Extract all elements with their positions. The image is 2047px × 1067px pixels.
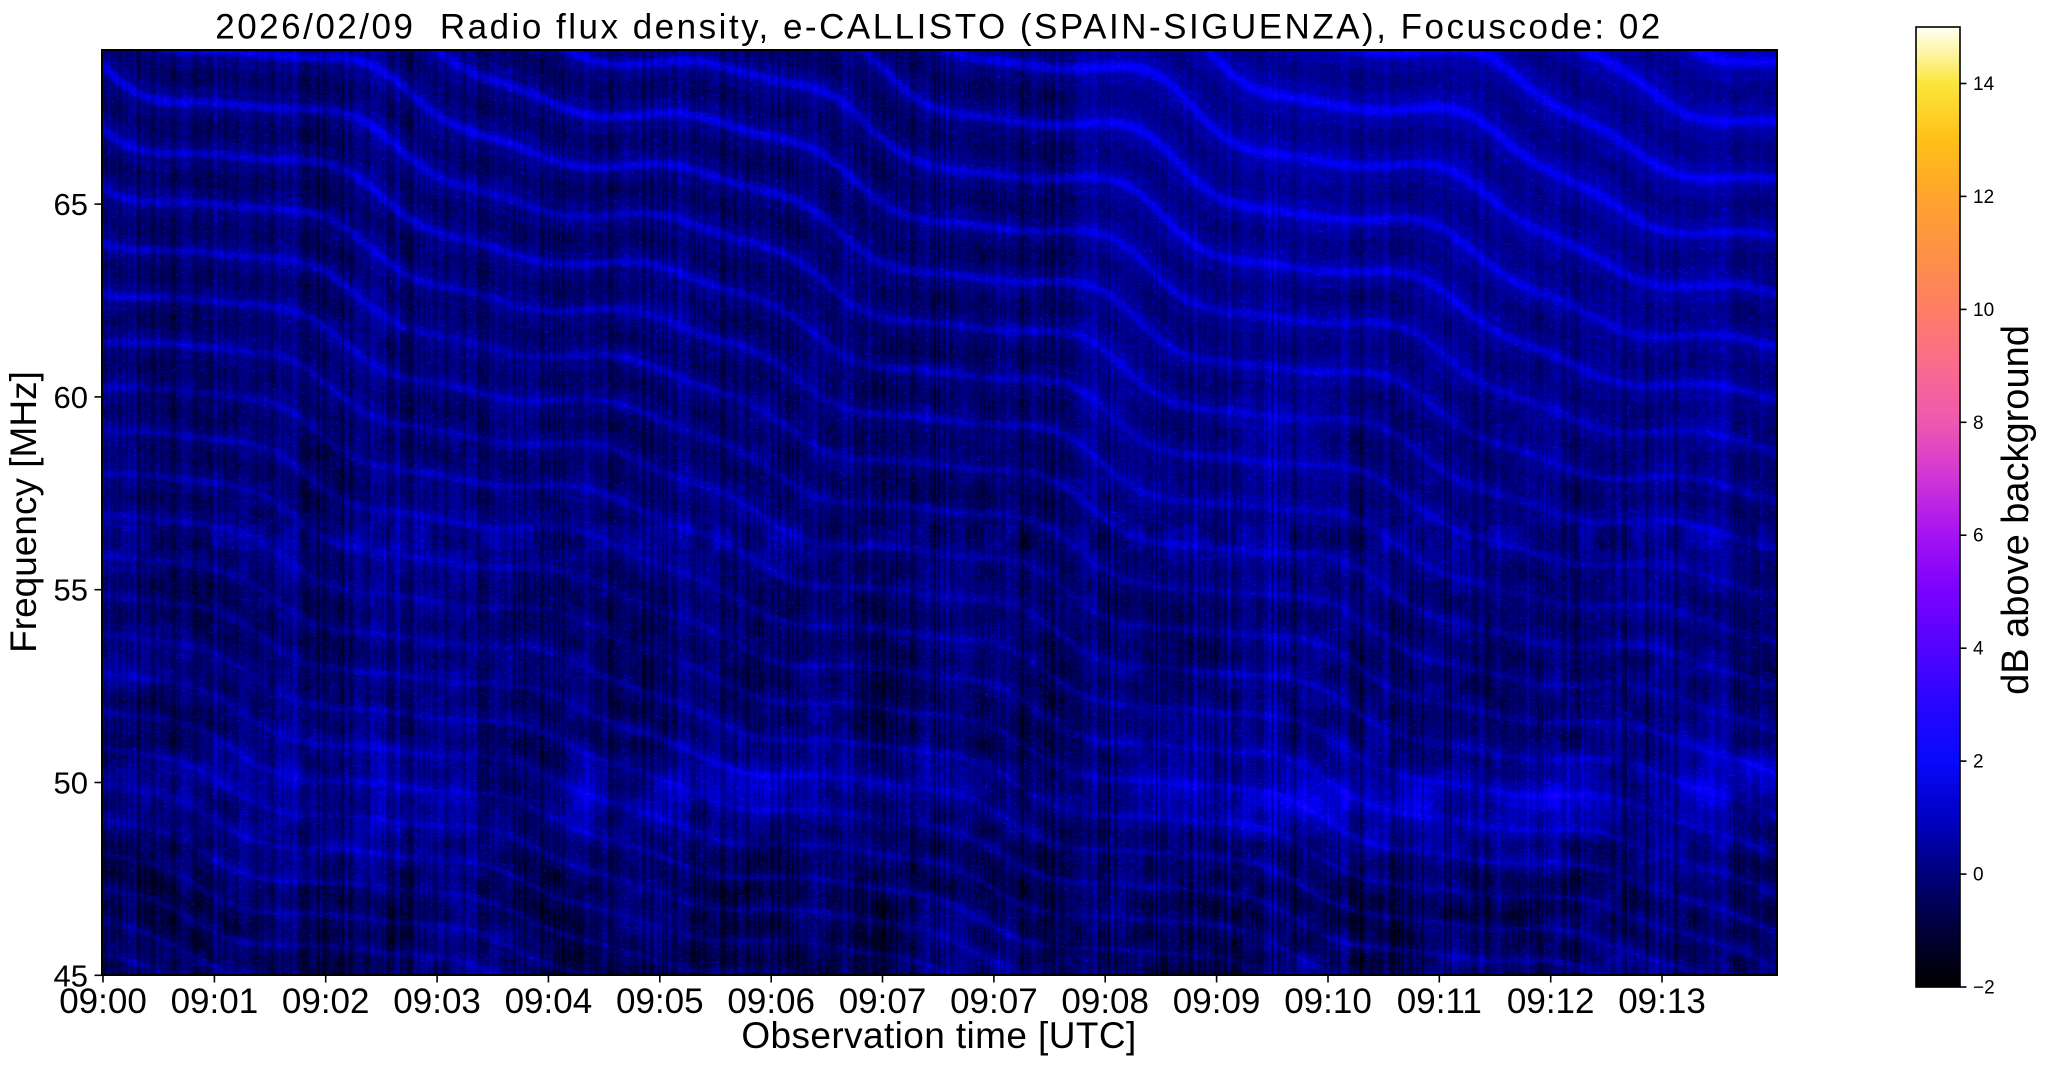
- svg-text:09:13: 09:13: [1618, 982, 1706, 1021]
- svg-text:6: 6: [1973, 526, 1984, 547]
- svg-text:dB above background: dB above background: [1995, 325, 2037, 695]
- svg-text:8: 8: [1973, 413, 1984, 434]
- svg-text:09:01: 09:01: [171, 982, 259, 1021]
- svg-text:−2: −2: [1973, 978, 1995, 999]
- svg-text:09:07: 09:07: [950, 982, 1038, 1021]
- svg-text:2: 2: [1973, 752, 1984, 773]
- svg-text:09:00: 09:00: [59, 982, 147, 1021]
- svg-text:09:06: 09:06: [727, 982, 815, 1021]
- svg-text:09:05: 09:05: [616, 982, 704, 1021]
- svg-text:10: 10: [1973, 300, 1994, 321]
- svg-text:65: 65: [54, 187, 88, 222]
- svg-text:09:07: 09:07: [839, 982, 927, 1021]
- svg-text:09:11: 09:11: [1397, 982, 1482, 1021]
- svg-text:50: 50: [54, 766, 88, 801]
- svg-text:09:09: 09:09: [1173, 982, 1261, 1021]
- svg-text:09:08: 09:08: [1061, 982, 1149, 1021]
- svg-text:Observation time [UTC]: Observation time [UTC]: [741, 1015, 1136, 1056]
- svg-text:4: 4: [1973, 639, 1984, 660]
- svg-text:2026/02/09 Radio flux density: 2026/02/09 Radio flux density, e-CALLIST…: [215, 8, 1663, 47]
- svg-text:09:04: 09:04: [505, 982, 593, 1021]
- svg-text:Frequency [MHz]: Frequency [MHz]: [3, 371, 44, 653]
- svg-text:14: 14: [1973, 74, 1995, 95]
- svg-text:09:10: 09:10: [1284, 982, 1372, 1021]
- svg-text:60: 60: [54, 380, 88, 415]
- svg-text:45: 45: [54, 958, 88, 993]
- svg-text:12: 12: [1973, 187, 1994, 208]
- svg-text:09:12: 09:12: [1507, 982, 1595, 1021]
- svg-text:55: 55: [54, 573, 88, 608]
- svg-text:0: 0: [1973, 865, 1984, 886]
- svg-text:09:03: 09:03: [393, 982, 481, 1021]
- svg-text:09:02: 09:02: [282, 982, 370, 1021]
